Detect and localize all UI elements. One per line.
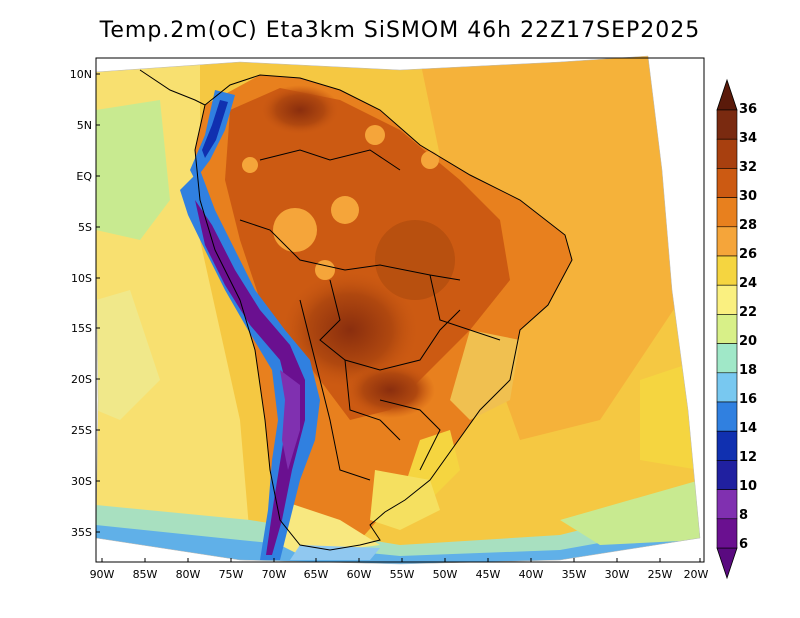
lon-label: 40W bbox=[519, 568, 544, 581]
lon-axis: 90W 85W 80W 75W 70W 65W 60W 55W 50W 45W … bbox=[90, 558, 709, 581]
lon-label: 60W bbox=[347, 568, 372, 581]
colorbar-swatch bbox=[716, 430, 738, 461]
lon-label: 45W bbox=[476, 568, 501, 581]
colorbar-label: 10 bbox=[739, 479, 757, 494]
colorbar-label: 14 bbox=[739, 421, 757, 436]
lon-label: 70W bbox=[262, 568, 287, 581]
lon-label: 55W bbox=[390, 568, 415, 581]
colorbar-label: 24 bbox=[739, 276, 757, 291]
temperature-field bbox=[96, 56, 700, 564]
lon-label: 25W bbox=[648, 568, 673, 581]
colorbar-label: 34 bbox=[739, 131, 757, 146]
colorbar-label: 28 bbox=[739, 218, 757, 233]
lat-axis: 10N 5N EQ 5S 10S 15S 20S 25S 30S 35S bbox=[70, 68, 100, 539]
colorbar-swatch bbox=[716, 401, 738, 432]
colorbar-swatch bbox=[716, 109, 738, 140]
colorbar-bottom-arrow bbox=[716, 547, 738, 580]
colorbar-label: 26 bbox=[739, 247, 757, 262]
colorbar-label: 30 bbox=[739, 189, 757, 204]
map-title: Temp.2m(oC) Eta3km SiSMOM 46h 22Z17SEP20… bbox=[99, 18, 701, 43]
colorbar-top-arrow bbox=[716, 78, 738, 111]
domain-outline bbox=[95, 55, 701, 565]
axis-frame bbox=[95, 57, 705, 563]
lon-label: 50W bbox=[433, 568, 458, 581]
colorbar-swatch bbox=[716, 138, 738, 169]
colorbar-swatch bbox=[716, 284, 738, 315]
lat-label: 25S bbox=[71, 424, 92, 437]
colorbar: 36 34 32 30 28 26 24 22 20 18 16 14 12 1… bbox=[716, 78, 757, 580]
lon-label: 90W bbox=[90, 568, 115, 581]
lat-label: 15S bbox=[71, 322, 92, 335]
colorbar-label: 16 bbox=[739, 392, 757, 407]
colorbar-swatch bbox=[716, 518, 738, 549]
lat-label: 30S bbox=[71, 475, 92, 488]
colorbar-swatch bbox=[716, 226, 738, 257]
colorbar-swatch bbox=[716, 314, 738, 344]
lat-label: 5N bbox=[77, 119, 92, 132]
colorbar-swatch bbox=[716, 168, 738, 198]
lat-label: EQ bbox=[76, 170, 92, 183]
colorbar-label: 8 bbox=[739, 508, 748, 523]
lat-label: 20S bbox=[71, 373, 92, 386]
colorbar-label: 32 bbox=[739, 160, 757, 175]
lat-label: 35S bbox=[71, 526, 92, 539]
colorbar-swatch bbox=[716, 460, 738, 490]
colorbar-swatch bbox=[716, 343, 738, 374]
lat-label: 5S bbox=[78, 221, 92, 234]
colorbar-label: 36 bbox=[739, 102, 757, 117]
lat-label: 10N bbox=[70, 68, 92, 81]
colorbar-swatch bbox=[716, 372, 738, 403]
country-borders bbox=[139, 69, 573, 551]
lon-label: 80W bbox=[176, 568, 201, 581]
lon-label: 85W bbox=[133, 568, 158, 581]
lon-label: 20W bbox=[684, 568, 709, 581]
lon-label: 75W bbox=[219, 568, 244, 581]
colorbar-swatch bbox=[716, 489, 738, 520]
lon-label: 35W bbox=[562, 568, 587, 581]
colorbar-label: 18 bbox=[739, 363, 757, 378]
colorbar-swatch bbox=[716, 255, 738, 286]
colorbar-label: 12 bbox=[739, 450, 757, 465]
colorbar-label: 22 bbox=[739, 305, 757, 320]
lon-label: 65W bbox=[304, 568, 329, 581]
colorbar-label: 20 bbox=[739, 334, 757, 349]
lon-label: 30W bbox=[605, 568, 630, 581]
colorbar-swatch bbox=[716, 197, 738, 228]
lat-label: 10S bbox=[71, 272, 92, 285]
colorbar-label: 6 bbox=[739, 537, 748, 552]
